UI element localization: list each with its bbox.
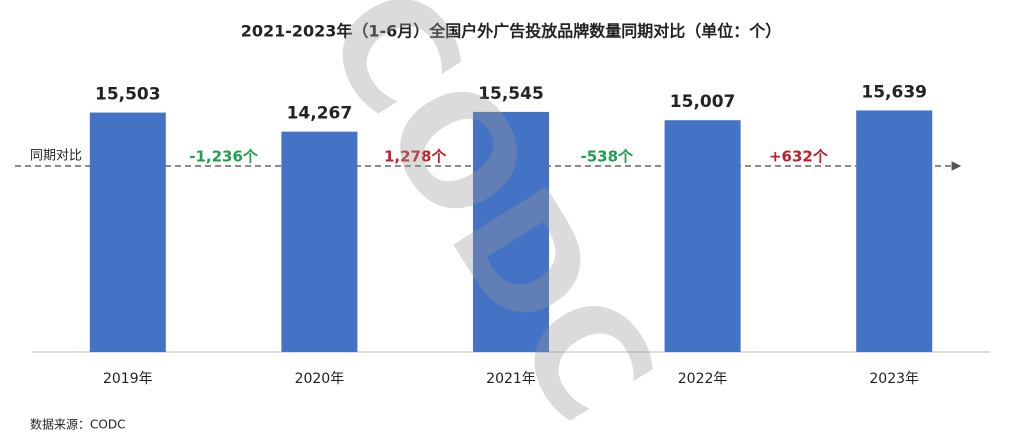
- reference-label: 同期对比: [30, 149, 82, 164]
- x-tick-label: 2021年: [486, 371, 536, 387]
- bar: [473, 111, 549, 353]
- comparison-label: 1,278个: [384, 148, 447, 166]
- comparison-label: +632个: [769, 148, 829, 166]
- value-label: 15,639: [861, 82, 927, 102]
- x-tick-label: 2022年: [678, 371, 728, 387]
- comparison-label: -538个: [581, 148, 635, 166]
- bar: [89, 112, 166, 352]
- source: 数据来源：CODC: [30, 417, 125, 432]
- value-label: 15,545: [478, 84, 544, 104]
- x-tick-label: 2019年: [103, 371, 153, 387]
- bar: [664, 120, 741, 352]
- chart-title: 2021-2023年（1-6月）全国户外广告投放品牌数量同期对比（单位：个）: [241, 22, 782, 41]
- bar: [856, 110, 933, 353]
- x-tick-label: 2023年: [869, 371, 919, 387]
- value-label: 15,503: [95, 85, 161, 105]
- x-tick-label: 2020年: [295, 371, 345, 387]
- value-label: 14,267: [287, 104, 353, 124]
- comparison-label: -1,236个: [189, 148, 259, 166]
- value-label: 15,007: [670, 92, 736, 112]
- bar: [281, 131, 358, 352]
